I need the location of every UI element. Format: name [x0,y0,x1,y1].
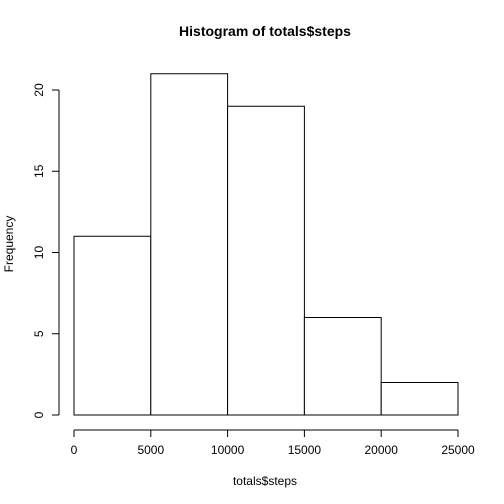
histogram-bar-4 [380,382,459,416]
bars-group [73,73,459,416]
y-tick-label-3: 15 [32,164,46,178]
histogram-bar-2 [227,105,305,416]
x-tick-label-1: 5000 [137,443,164,457]
x-tick-label-5: 25000 [441,443,475,457]
x-tick-label-3: 15000 [288,443,322,457]
y-tick-label-2: 10 [32,246,46,260]
x-tick-label-4: 20000 [365,443,399,457]
y-axis-label: Frequency [2,216,16,273]
histogram-bar-1 [150,73,229,416]
y-tick-label-4: 20 [32,83,46,97]
x-tick-label-0: 0 [71,443,78,457]
y-tick-label-1: 5 [32,330,46,337]
histogram-bar-0 [73,235,152,416]
histogram-bar-3 [303,317,382,416]
x-axis-label: totals$steps [233,474,297,488]
chart-title: Histogram of totals$steps [179,23,351,39]
x-tick-label-2: 10000 [211,443,245,457]
y-tick-label-0: 0 [32,411,46,418]
y-axis: 0 5 10 15 20 [32,83,60,418]
x-axis: 0 5000 10000 15000 20000 25000 [71,429,475,457]
